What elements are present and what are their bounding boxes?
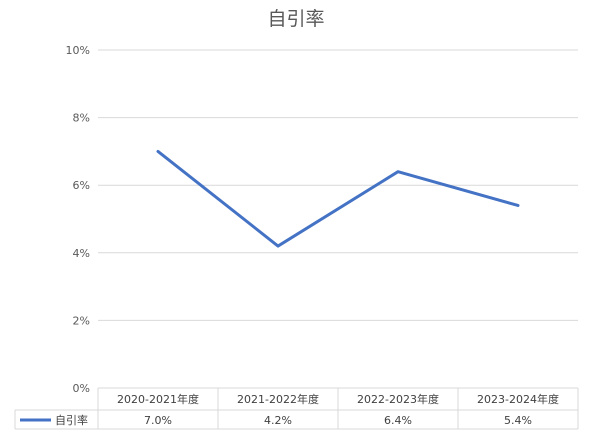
- chart-title: 自引率: [267, 8, 324, 30]
- series-line: [156, 149, 520, 248]
- series-name-label: 自引率: [55, 413, 88, 427]
- y-tick-label: 8%: [73, 112, 90, 125]
- category-label: 2023-2024年度: [477, 392, 559, 406]
- y-tick-label: 10%: [66, 44, 90, 57]
- y-tick-label: 4%: [73, 247, 90, 260]
- category-label: 2020-2021年度: [117, 392, 199, 406]
- category-label: 2021-2022年度: [237, 392, 319, 406]
- data-label: 5.4%: [504, 414, 532, 427]
- y-tick-label: 6%: [73, 179, 90, 192]
- data-label: 7.0%: [144, 414, 172, 427]
- y-tick-label: 2%: [73, 314, 90, 327]
- y-tick-label: 0%: [73, 382, 90, 395]
- data-label: 6.4%: [384, 414, 412, 427]
- data-label: 4.2%: [264, 414, 292, 427]
- category-label: 2022-2023年度: [357, 392, 439, 406]
